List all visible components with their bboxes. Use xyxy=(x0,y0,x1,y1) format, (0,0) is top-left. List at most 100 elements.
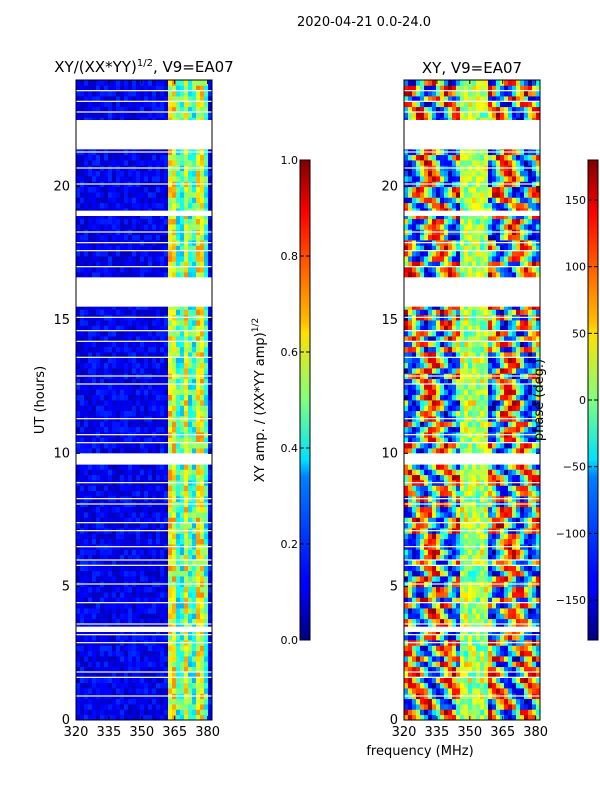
heatmap-cell xyxy=(484,645,489,652)
heatmap-cell xyxy=(132,325,137,332)
heatmap-cell xyxy=(128,362,133,369)
heatmap-cell xyxy=(168,608,173,614)
heatmap-cell xyxy=(92,160,97,166)
heatmap-cell xyxy=(192,533,197,540)
heatmap-cell xyxy=(176,586,181,593)
heatmap-cell xyxy=(404,608,409,614)
heatmap-cell xyxy=(132,629,137,636)
heatmap-cell xyxy=(92,346,97,353)
heatmap-cell xyxy=(192,352,197,358)
heatmap-cell xyxy=(144,368,149,374)
heatmap-cell xyxy=(416,618,421,625)
heatmap-cell xyxy=(140,176,145,182)
heatmap-cell xyxy=(120,176,125,182)
heatmap-cell xyxy=(208,512,213,518)
heatmap-cell xyxy=(192,309,197,316)
heatmap-cell xyxy=(120,538,125,545)
heatmap-cell xyxy=(84,517,89,524)
heatmap-cell xyxy=(192,592,197,598)
heatmap-cell xyxy=(184,666,189,673)
heatmap-cell xyxy=(80,538,85,545)
heatmap-cell xyxy=(420,704,425,710)
heatmap-cell xyxy=(124,506,129,513)
heatmap-cell xyxy=(160,570,165,577)
heatmap-cell xyxy=(164,261,169,268)
heatmap-cell xyxy=(128,629,133,636)
heatmap-cell xyxy=(76,688,81,694)
heatmap-cell xyxy=(148,368,153,374)
heatmap-cell xyxy=(176,661,181,668)
heatmap-cell xyxy=(412,688,417,694)
heatmap-cell xyxy=(416,597,421,604)
heatmap-cell xyxy=(112,437,117,444)
heatmap-cell xyxy=(204,672,209,678)
heatmap-cell xyxy=(136,80,141,86)
heatmap-cell xyxy=(92,101,97,108)
heatmap-cell xyxy=(120,272,125,278)
heatmap-cell xyxy=(460,650,465,657)
heatmap-cell xyxy=(168,688,173,694)
heatmap-cell xyxy=(128,80,133,86)
heatmap-cell xyxy=(88,714,93,721)
heatmap-cell xyxy=(96,384,101,390)
heatmap-cell xyxy=(116,506,121,513)
heatmap-cell xyxy=(92,608,97,614)
heatmap-cell xyxy=(164,336,169,342)
heatmap-cell xyxy=(108,677,113,684)
heatmap-cell xyxy=(176,176,181,182)
heatmap-cell xyxy=(92,154,97,161)
heatmap-cell xyxy=(108,341,113,348)
heatmap-cell xyxy=(448,714,453,721)
heatmap-cell xyxy=(128,154,133,161)
heatmap-cell xyxy=(160,320,165,326)
heatmap-cell xyxy=(200,186,205,193)
heatmap-cell xyxy=(160,304,165,310)
heatmap-cell xyxy=(468,688,473,694)
heatmap-cell xyxy=(116,448,121,454)
heatmap-cell xyxy=(136,405,141,412)
heatmap-cell xyxy=(172,485,177,492)
heatmap-cell xyxy=(420,688,425,694)
heatmap-cell xyxy=(456,666,461,673)
heatmap-cell xyxy=(180,421,185,428)
heatmap-cell xyxy=(184,645,189,652)
heatmap-cell xyxy=(116,320,121,326)
heatmap-cell xyxy=(96,346,101,353)
heatmap-cell xyxy=(116,330,121,337)
heatmap-cell xyxy=(184,80,189,86)
flag-line xyxy=(76,90,212,92)
heatmap-cell xyxy=(152,677,157,684)
heatmap-cell xyxy=(140,256,145,262)
heatmap-cell xyxy=(80,266,85,273)
heatmap-cell xyxy=(104,384,109,390)
heatmap-cell xyxy=(180,325,185,332)
heatmap-cell xyxy=(80,394,85,401)
heatmap-cell xyxy=(516,613,521,620)
heatmap-cell xyxy=(204,224,209,230)
heatmap-cell xyxy=(84,506,89,513)
heatmap-cell xyxy=(156,394,161,401)
heatmap-cell xyxy=(172,565,177,572)
heatmap-cell xyxy=(200,714,205,721)
heatmap-cell xyxy=(104,688,109,694)
colorbar-tick-label: 0.4 xyxy=(281,442,299,455)
heatmap-cell xyxy=(144,560,149,566)
heatmap-cell xyxy=(204,405,209,412)
heatmap-cell xyxy=(184,96,189,102)
heatmap-cell xyxy=(100,218,105,225)
heatmap-cell xyxy=(200,421,205,428)
heatmap-cell xyxy=(76,352,81,358)
heatmap-cell xyxy=(156,576,161,582)
heatmap-cell xyxy=(208,656,213,662)
heatmap-cell xyxy=(200,506,205,513)
heatmap-cell xyxy=(448,608,453,614)
heatmap-cell xyxy=(148,154,153,161)
heatmap-cell xyxy=(200,325,205,332)
heatmap-cell xyxy=(80,325,85,332)
heatmap-cell xyxy=(184,704,189,710)
heatmap-cell xyxy=(112,426,117,433)
heatmap-cell xyxy=(76,709,81,716)
heatmap-cell xyxy=(448,629,453,636)
heatmap-cell xyxy=(96,485,101,492)
heatmap-cell xyxy=(208,90,213,97)
